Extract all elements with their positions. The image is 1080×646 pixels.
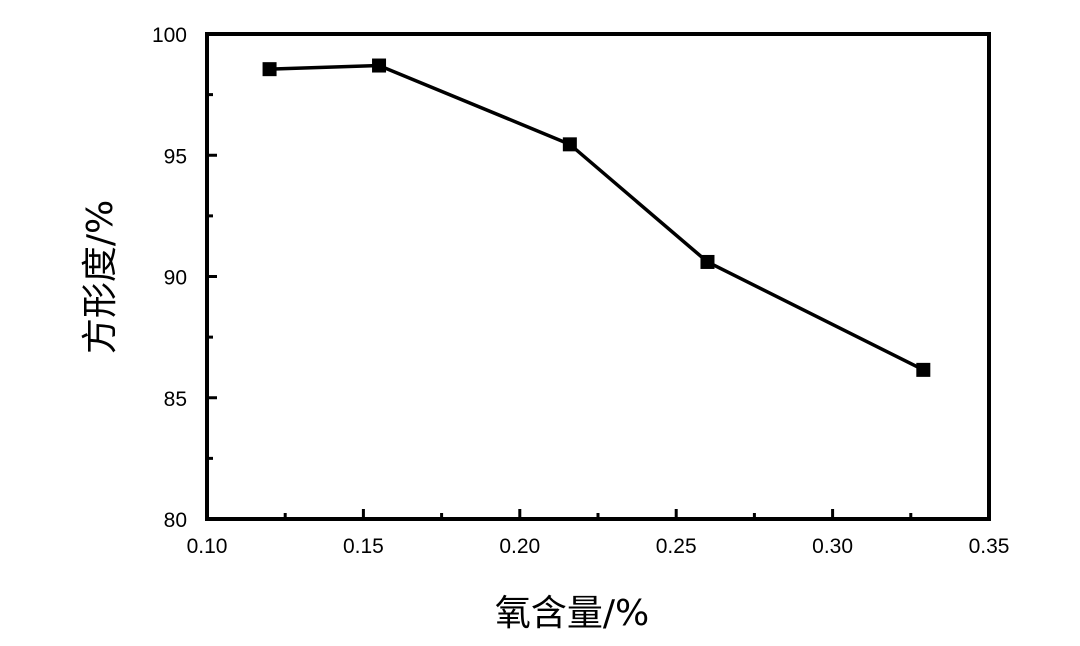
y-tick-label: 80 [164, 509, 187, 532]
series-markers [262, 58, 931, 377]
plot-frame [205, 32, 991, 521]
y-tick-label: 90 [164, 267, 187, 290]
data-point-marker [700, 254, 715, 269]
data-point-marker [262, 62, 277, 77]
y-tick-labels: 80 85 90 95 100 [152, 24, 187, 532]
series-line [269, 63, 925, 372]
x-axis-title: 氧含量/% [495, 593, 649, 634]
data-point-marker [916, 362, 931, 377]
x-tick-label: 0.30 [812, 535, 853, 558]
y-axis-title: 方形度/% [80, 200, 121, 354]
y-tick-label: 95 [164, 145, 187, 168]
x-tick-label: 0.10 [187, 535, 228, 558]
x-tick-labels: 0.10 0.15 0.20 0.25 0.30 0.35 [187, 535, 1010, 558]
y-tick-label: 85 [164, 388, 187, 411]
axis-ticks [205, 32, 991, 521]
data-point-marker [562, 137, 577, 152]
x-tick-label: 0.35 [969, 535, 1010, 558]
data-point-marker [372, 58, 387, 73]
x-tick-label: 0.20 [499, 535, 540, 558]
y-tick-label: 100 [152, 24, 187, 47]
x-tick-label: 0.25 [656, 535, 697, 558]
x-tick-label: 0.15 [343, 535, 384, 558]
